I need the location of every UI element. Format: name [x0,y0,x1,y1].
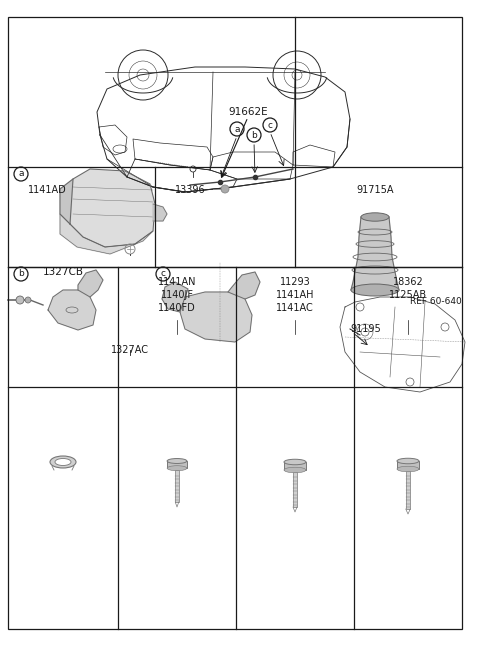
Text: b: b [18,269,24,279]
Text: 1327AC: 1327AC [111,345,149,355]
Text: a: a [18,170,24,179]
Text: 1327CB: 1327CB [43,267,84,277]
Text: b: b [251,131,257,139]
Ellipse shape [167,459,187,463]
Ellipse shape [351,284,399,296]
Text: 91715A: 91715A [356,185,394,195]
Text: c: c [267,120,273,129]
Circle shape [16,296,24,304]
Ellipse shape [50,456,76,468]
Circle shape [221,185,229,193]
Polygon shape [48,290,96,330]
Ellipse shape [284,467,306,473]
Text: a: a [234,124,240,133]
Circle shape [25,297,31,303]
Text: REF 60-640: REF 60-640 [410,298,462,307]
Polygon shape [228,272,260,299]
Text: 91195: 91195 [350,324,381,334]
Text: c: c [160,269,166,279]
Polygon shape [162,282,188,312]
Text: 1141AN
1140JF
1140FD: 1141AN 1140JF 1140FD [158,277,196,313]
Text: 1141AD: 1141AD [28,185,67,195]
Polygon shape [78,270,103,297]
Polygon shape [60,179,73,224]
Polygon shape [70,169,155,247]
Text: 18362
1125AB: 18362 1125AB [389,277,427,300]
Ellipse shape [284,459,306,464]
Ellipse shape [397,458,419,464]
Polygon shape [153,204,167,221]
Text: 91662E: 91662E [228,107,268,117]
Polygon shape [60,214,153,254]
Bar [293,472,297,507]
Polygon shape [351,217,399,290]
Ellipse shape [167,466,187,470]
Bar [406,471,410,509]
Bar [397,461,419,469]
Ellipse shape [397,466,419,472]
Text: 11293
1141AH
1141AC: 11293 1141AH 1141AC [276,277,314,313]
Polygon shape [180,292,252,342]
Ellipse shape [55,459,71,466]
Bar [284,462,306,470]
Text: 13396: 13396 [175,185,205,195]
Ellipse shape [361,213,389,221]
Bar [175,470,179,502]
Bar [167,461,187,468]
